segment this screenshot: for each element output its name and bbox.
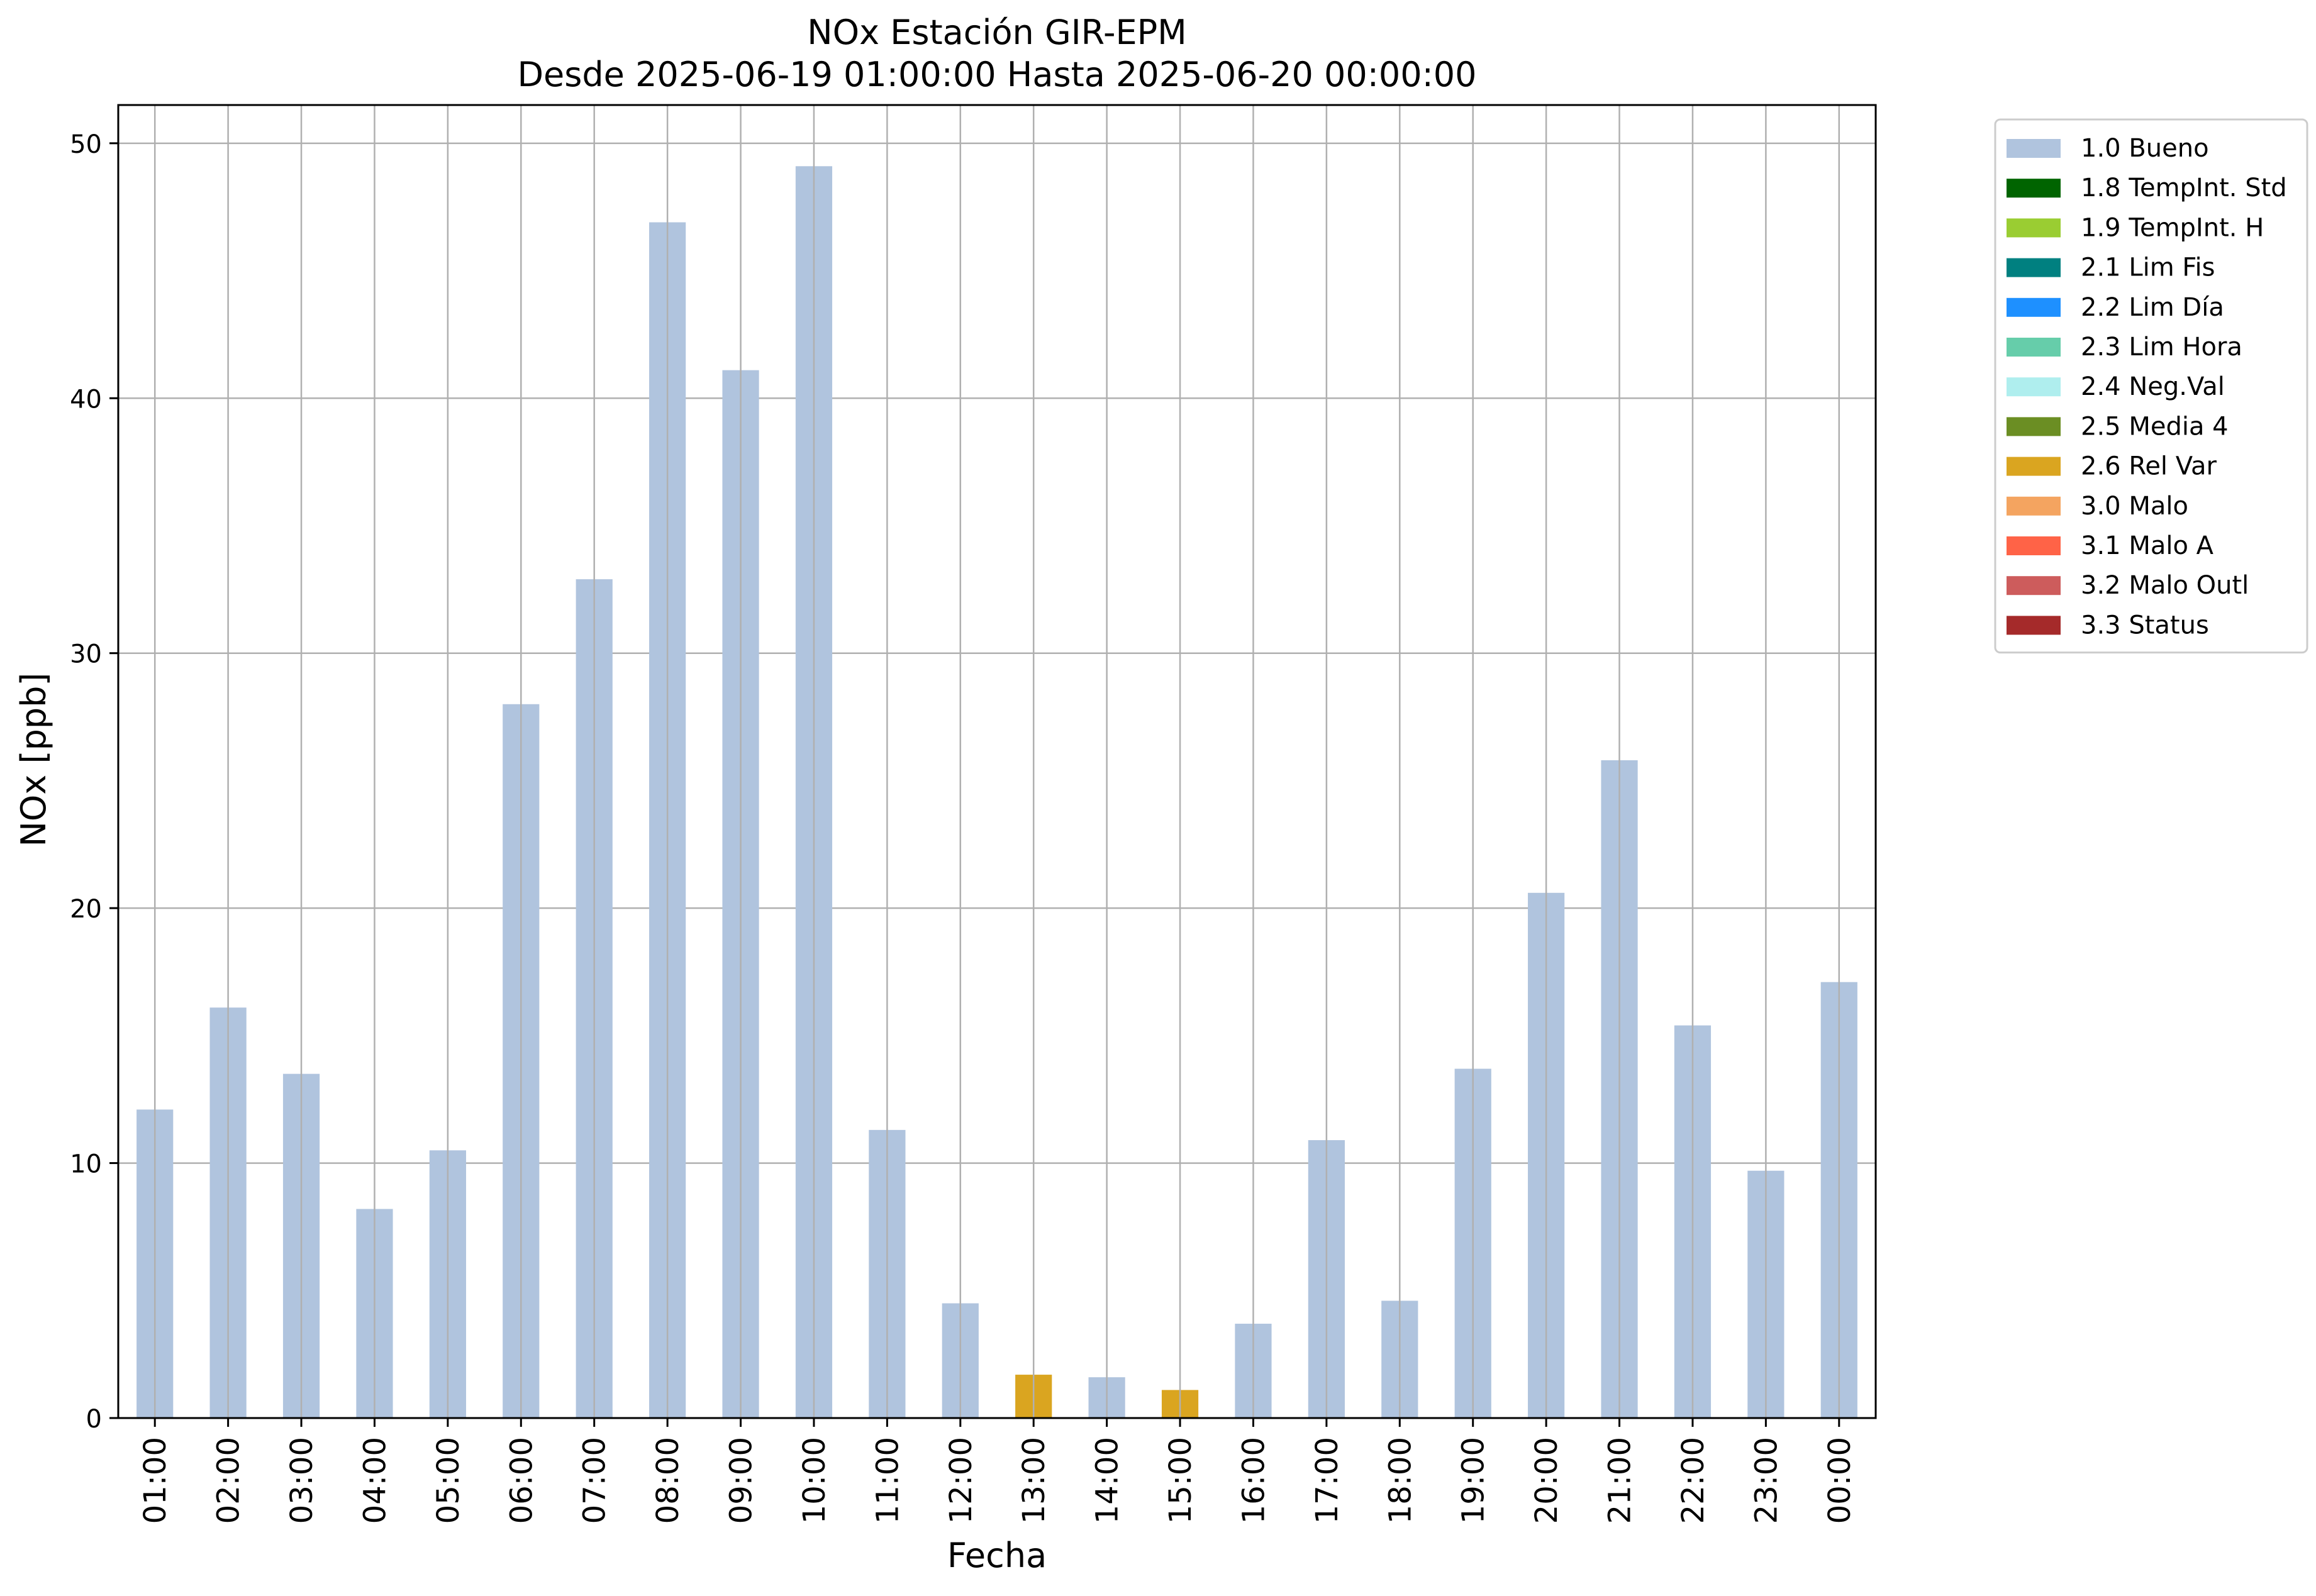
legend-swatch [2007,179,2061,198]
y-tick-label: 40 [70,385,102,414]
x-tick-label: 20:00 [1529,1437,1564,1524]
legend-swatch [2007,536,2061,555]
chart-title-line1: NOx Estación GIR-EPM [807,13,1187,52]
x-tick-label: 11:00 [870,1437,905,1524]
legend-label: 3.2 Malo Outl [2081,571,2249,600]
y-axis-label: NOx [ppb] [14,673,53,847]
x-tick-label: 14:00 [1090,1437,1125,1524]
legend-swatch [2007,338,2061,357]
y-tick-label: 0 [86,1405,102,1434]
legend-swatch [2007,576,2061,596]
x-tick-label: 09:00 [724,1437,759,1524]
legend-label: 1.9 TempInt. H [2081,213,2264,242]
bars [136,105,1857,1419]
legend-label: 3.3 Status [2081,611,2209,640]
legend-label: 2.1 Lim Fis [2081,253,2215,282]
x-tick-label: 23:00 [1749,1437,1784,1524]
legend-swatch [2007,377,2061,397]
x-tick-label: 10:00 [797,1437,832,1524]
x-tick-label: 17:00 [1310,1437,1345,1524]
x-tick-label: 03:00 [284,1437,320,1524]
x-tick-label: 13:00 [1016,1437,1052,1524]
chart-title-line2: Desde 2025-06-19 01:00:00 Hasta 2025-06-… [517,55,1476,94]
legend: 1.0 Bueno 1.8 TempInt. Std 1.9 TempInt. H 2… [1994,118,2308,654]
legend-swatch [2007,139,2061,158]
legend-swatch [2007,417,2061,436]
legend-label: 1.8 TempInt. Std [2081,174,2287,202]
legend-swatch [2007,258,2061,277]
y-tick-label: 10 [70,1150,102,1179]
plot-frame [117,104,1877,1419]
x-tick-label: 02:00 [211,1437,247,1524]
x-tick-label: 00:00 [1822,1437,1857,1524]
x-tick-label: 04:00 [357,1437,392,1524]
x-tick-label: 12:00 [944,1437,979,1524]
legend-label: 2.4 Neg.Val [2081,372,2225,401]
y-tick-label: 30 [70,640,102,669]
legend-swatch [2007,218,2061,238]
x-tick-label: 07:00 [577,1437,613,1524]
legend-swatch [2007,616,2061,635]
legend-swatch [2007,297,2061,317]
legend-swatch [2007,457,2061,476]
legend-swatch [2007,496,2061,516]
y-tick-label: 20 [70,895,102,924]
legend-box [1994,118,2308,654]
x-tick-label: 22:00 [1676,1437,1711,1524]
legend-label: 2.5 Media 4 [2081,412,2229,441]
x-tick-label: 18:00 [1383,1437,1418,1524]
legend-label: 2.2 Lim Día [2081,293,2224,322]
y-tick-label: 50 [70,130,102,159]
axes: 0 10 20 30 40 50 01:00 02:00 03:00 04:00 05:00 06:0… [70,130,1857,1524]
x-axis-label: Fecha [947,1536,1047,1575]
legend-label: 1.0 Bueno [2081,134,2209,163]
x-tick-label: 01:00 [138,1437,173,1524]
x-tick-label: 16:00 [1236,1437,1271,1524]
legend-label: 3.1 Malo A [2081,531,2214,560]
legend-label: 2.3 Lim Hora [2081,333,2242,362]
legend-label: 2.6 Rel Var [2081,452,2217,481]
x-tick-label: 19:00 [1456,1437,1491,1524]
x-tick-label: 08:00 [650,1437,686,1524]
x-tick-label: 15:00 [1163,1437,1198,1524]
legend-label: 3.0 Malo [2081,492,2188,521]
x-tick-label: 05:00 [431,1437,466,1524]
x-tick-label: 21:00 [1603,1437,1638,1524]
x-tick-label: 06:00 [504,1437,539,1524]
